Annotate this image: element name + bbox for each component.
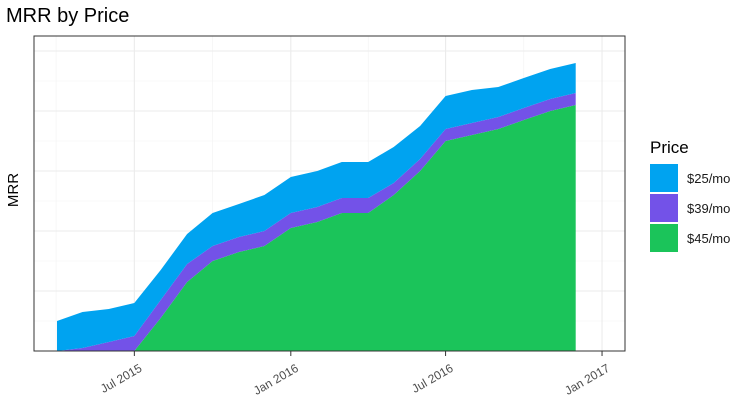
legend-swatch (650, 194, 678, 222)
legend-label: $25/mo (687, 170, 731, 186)
legend-label: $39/mo (687, 200, 731, 216)
x-tick-label: Jan 2016 (251, 361, 301, 398)
legend-title: Price (650, 138, 689, 157)
x-ticks: Jul 2015 Jan 2016 Jul 2016 Jan 2017 (98, 351, 612, 398)
legend-swatch (650, 224, 678, 252)
x-tick-label: Jan 2017 (562, 361, 612, 398)
x-tick-label: Jul 2015 (98, 361, 145, 396)
legend-items: $25/mo $39/mo $45/mo (650, 164, 730, 252)
area-series-39mo (57, 93, 576, 351)
x-tick-label: Jul 2016 (409, 361, 456, 396)
legend-item: $45/mo (650, 224, 730, 252)
legend-swatch (650, 164, 678, 192)
legend-item: $25/mo (650, 164, 730, 192)
areas (57, 63, 576, 351)
legend-label: $45/mo (687, 230, 731, 246)
area-series-45mo (57, 105, 576, 351)
panel-border (33, 35, 626, 352)
legend-item: $39/mo (650, 194, 730, 222)
area-series-25mo (57, 63, 576, 351)
chart-title: MRR by Price (6, 5, 130, 27)
legend: Price $25/mo $39/mo $45/mo (650, 138, 730, 254)
